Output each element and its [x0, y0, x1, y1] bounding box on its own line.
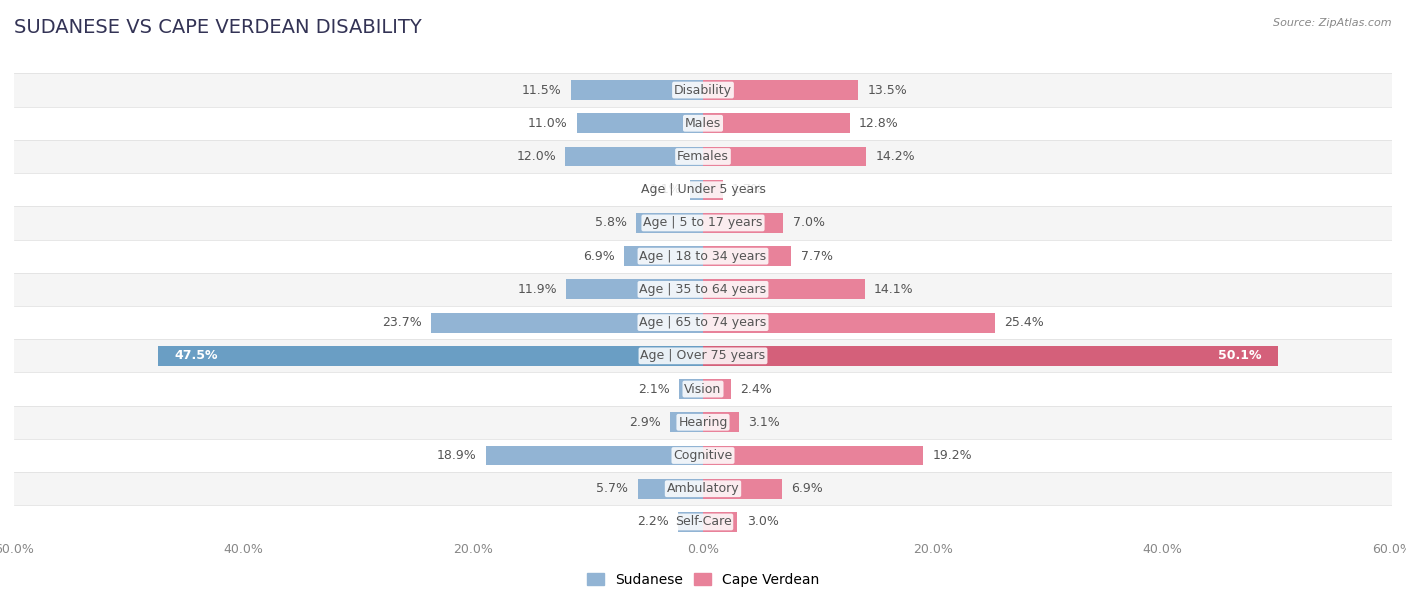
Text: 7.7%: 7.7% — [800, 250, 832, 263]
Bar — [703, 412, 738, 432]
Text: 3.0%: 3.0% — [747, 515, 779, 528]
Text: 7.0%: 7.0% — [793, 217, 824, 230]
Bar — [576, 113, 703, 133]
Text: Self-Care: Self-Care — [675, 515, 731, 528]
Text: 2.1%: 2.1% — [638, 382, 669, 395]
Text: 2.2%: 2.2% — [637, 515, 669, 528]
Bar — [14, 306, 1392, 339]
Text: Age | 35 to 64 years: Age | 35 to 64 years — [640, 283, 766, 296]
Bar — [430, 313, 703, 332]
Text: 18.9%: 18.9% — [437, 449, 477, 462]
Text: 14.1%: 14.1% — [875, 283, 914, 296]
Bar — [14, 239, 1392, 273]
Text: Age | Over 75 years: Age | Over 75 years — [641, 349, 765, 362]
Text: Age | 5 to 17 years: Age | 5 to 17 years — [644, 217, 762, 230]
Bar — [14, 439, 1392, 472]
Bar — [703, 313, 994, 332]
Bar — [14, 472, 1392, 506]
Text: 23.7%: 23.7% — [382, 316, 422, 329]
Bar — [679, 379, 703, 399]
Text: 1.1%: 1.1% — [650, 183, 681, 196]
Text: 11.0%: 11.0% — [527, 117, 568, 130]
Text: 13.5%: 13.5% — [868, 84, 907, 97]
Bar — [14, 206, 1392, 239]
Bar — [703, 80, 858, 100]
Bar — [703, 446, 924, 466]
Bar — [14, 406, 1392, 439]
Text: Cognitive: Cognitive — [673, 449, 733, 462]
Text: Females: Females — [678, 150, 728, 163]
Text: Males: Males — [685, 117, 721, 130]
Bar — [14, 173, 1392, 206]
Bar — [624, 246, 703, 266]
Bar — [703, 280, 865, 299]
Bar — [703, 213, 783, 233]
Bar — [14, 106, 1392, 140]
Bar — [678, 512, 703, 532]
Text: Age | Under 5 years: Age | Under 5 years — [641, 183, 765, 196]
Bar — [703, 113, 851, 133]
Text: 6.9%: 6.9% — [792, 482, 823, 495]
Bar — [690, 180, 703, 200]
Bar — [157, 346, 703, 366]
Text: 12.8%: 12.8% — [859, 117, 898, 130]
Bar — [14, 506, 1392, 539]
Text: 5.7%: 5.7% — [596, 482, 628, 495]
Bar — [703, 180, 723, 200]
Text: Hearing: Hearing — [678, 416, 728, 429]
Text: 2.4%: 2.4% — [740, 382, 772, 395]
Bar — [703, 379, 731, 399]
Text: 6.9%: 6.9% — [583, 250, 614, 263]
Bar — [565, 146, 703, 166]
Text: 19.2%: 19.2% — [932, 449, 973, 462]
Legend: Sudanese, Cape Verdean: Sudanese, Cape Verdean — [582, 567, 824, 592]
Text: 25.4%: 25.4% — [1004, 316, 1043, 329]
Text: Age | 18 to 34 years: Age | 18 to 34 years — [640, 250, 766, 263]
Bar — [571, 80, 703, 100]
Text: 50.1%: 50.1% — [1218, 349, 1261, 362]
Bar — [14, 140, 1392, 173]
Text: SUDANESE VS CAPE VERDEAN DISABILITY: SUDANESE VS CAPE VERDEAN DISABILITY — [14, 18, 422, 37]
Bar — [637, 213, 703, 233]
Text: 47.5%: 47.5% — [174, 349, 218, 362]
Text: 11.5%: 11.5% — [522, 84, 562, 97]
Text: Disability: Disability — [673, 84, 733, 97]
Text: 14.2%: 14.2% — [875, 150, 915, 163]
Bar — [703, 246, 792, 266]
Text: Source: ZipAtlas.com: Source: ZipAtlas.com — [1274, 18, 1392, 28]
Bar — [14, 273, 1392, 306]
Text: 11.9%: 11.9% — [517, 283, 557, 296]
Bar — [703, 146, 866, 166]
Text: Ambulatory: Ambulatory — [666, 482, 740, 495]
Bar — [14, 73, 1392, 106]
Text: 3.1%: 3.1% — [748, 416, 779, 429]
Bar — [637, 479, 703, 499]
Bar — [486, 446, 703, 466]
Text: Age | 65 to 74 years: Age | 65 to 74 years — [640, 316, 766, 329]
Text: 5.8%: 5.8% — [595, 217, 627, 230]
Text: Vision: Vision — [685, 382, 721, 395]
Bar — [703, 512, 738, 532]
Bar — [703, 346, 1278, 366]
Text: 12.0%: 12.0% — [516, 150, 555, 163]
Text: 2.9%: 2.9% — [628, 416, 661, 429]
Bar — [669, 412, 703, 432]
Text: 1.7%: 1.7% — [731, 183, 763, 196]
Bar — [14, 373, 1392, 406]
Bar — [567, 280, 703, 299]
Bar — [14, 339, 1392, 373]
Bar — [703, 479, 782, 499]
